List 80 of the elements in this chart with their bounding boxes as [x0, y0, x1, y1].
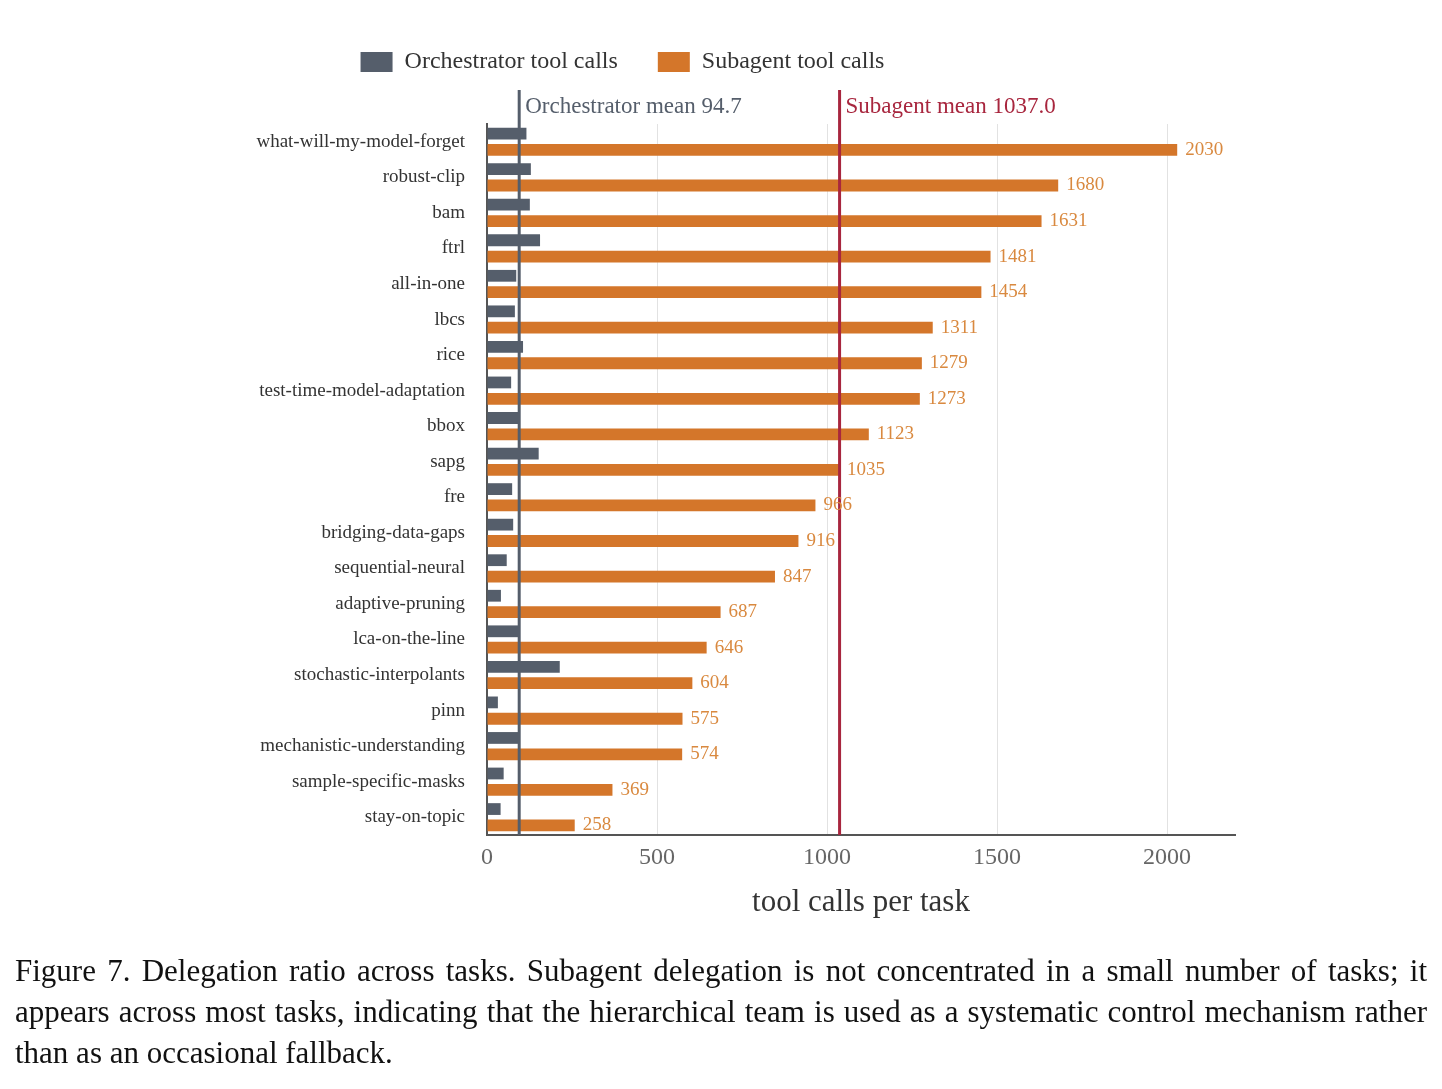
bar — [487, 269, 517, 282]
bar — [487, 286, 982, 299]
bar — [487, 554, 507, 567]
bar — [487, 144, 1178, 156]
y-tick-label: stay-on-topic — [364, 805, 465, 827]
bar — [487, 712, 683, 725]
data-label: 1279 — [929, 351, 968, 373]
y-tick-label: stochastic-interpolants — [294, 663, 465, 685]
y-tick-label: lca-on-the-line — [353, 627, 465, 649]
x-tick-label: 1000 — [803, 842, 851, 869]
bar — [487, 641, 707, 654]
ref-line-label: Subagent mean 1037.0 — [845, 93, 1056, 119]
data-label: 575 — [690, 706, 719, 728]
y-tick-label: ftrl — [441, 236, 465, 258]
y-tick-label: adaptive-pruning — [335, 591, 466, 613]
x-axis-title: tool calls per task — [752, 882, 971, 918]
bar — [487, 250, 991, 263]
data-label: 1311 — [940, 315, 979, 337]
bar — [487, 767, 504, 780]
bar — [487, 305, 515, 318]
data-label: 1454 — [989, 280, 1028, 302]
bar — [487, 321, 933, 334]
y-tick-label: test-time-model-adaptation — [259, 378, 466, 400]
y-tick-label: pinn — [431, 698, 466, 720]
bar — [487, 483, 513, 495]
bar — [487, 677, 693, 690]
data-label: 1123 — [876, 422, 915, 444]
bar — [487, 570, 775, 583]
data-label: 916 — [806, 528, 835, 550]
data-label: 687 — [728, 600, 758, 622]
y-tick-label: sapg — [430, 449, 466, 471]
bar — [487, 376, 512, 389]
bar — [487, 803, 501, 815]
bar — [487, 606, 721, 618]
bar — [487, 464, 839, 476]
bar — [487, 748, 683, 761]
bar — [487, 499, 816, 512]
y-tick-label: sequential-neural — [334, 556, 465, 578]
data-label: 2030 — [1185, 137, 1224, 159]
y-tick-label: bam — [432, 200, 466, 222]
y-tick-label: robust-clip — [382, 165, 465, 187]
x-tick-label: 1500 — [973, 842, 1021, 869]
y-tick-label: what-will-my-model-forget — [256, 129, 466, 151]
bar — [487, 535, 799, 547]
data-label: 847 — [782, 564, 812, 586]
bar — [487, 392, 920, 405]
y-tick-label: all-in-one — [391, 271, 465, 293]
y-tick-label: bridging-data-gaps — [321, 520, 465, 542]
y-tick-label: sample-specific-masks — [291, 769, 465, 791]
data-label: 1035 — [846, 457, 885, 479]
bar — [487, 589, 501, 602]
x-tick-label: 500 — [639, 842, 675, 869]
bar — [487, 357, 922, 370]
bar — [487, 696, 498, 709]
data-label: 369 — [620, 777, 649, 799]
bar — [487, 179, 1059, 192]
y-tick-label: mechanistic-understanding — [260, 734, 466, 756]
data-label: 258 — [582, 813, 612, 835]
caption: Figure 7. Delegation ratio across tasks. Subagent delegation is not concentrated in a small number of tasks; it appears across most tasks, indicating that the hierarchical team is used as a systematic control mechanism rather than as an occasional fallback. — [15, 952, 1427, 1072]
data-label: 1631 — [1049, 209, 1088, 231]
legend-label: Orchestrator tool calls — [404, 47, 618, 74]
bar — [487, 783, 613, 796]
data-label: 646 — [714, 635, 744, 657]
bar — [487, 428, 869, 441]
y-tick-label: bbox — [427, 414, 466, 436]
bar — [487, 518, 514, 531]
data-label: 1273 — [927, 386, 966, 408]
legend-label: Subagent tool calls — [701, 47, 885, 74]
y-tick-label: rice — [436, 343, 465, 365]
bar — [487, 819, 575, 832]
x-tick-label: 0 — [481, 842, 493, 869]
ref-line-label: Orchestrator mean 94.7 — [525, 93, 742, 119]
y-tick-label: fre — [443, 485, 465, 507]
data-label: 1481 — [998, 244, 1037, 266]
y-tick-label: lbcs — [434, 307, 465, 329]
data-label: 1680 — [1066, 173, 1105, 195]
data-label: 604 — [700, 671, 730, 693]
x-tick-label: 2000 — [1143, 842, 1191, 869]
data-label: 574 — [690, 742, 720, 764]
bar — [487, 215, 1042, 227]
